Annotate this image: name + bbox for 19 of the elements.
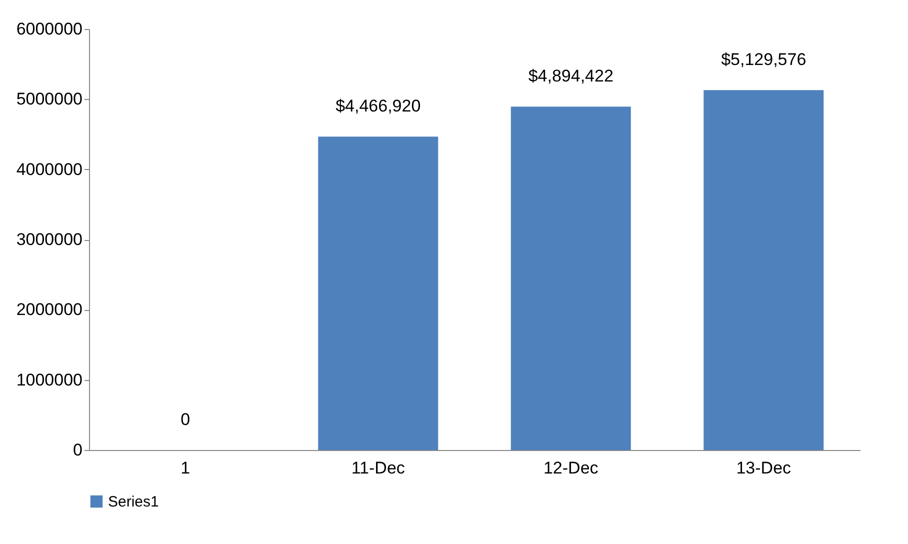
bar	[704, 90, 824, 450]
y-tick-label: 0	[73, 440, 82, 460]
x-tick-label: 11-Dec	[351, 458, 406, 478]
y-tick-label: 1000000	[16, 370, 82, 390]
y-tick-label: 5000000	[16, 90, 82, 109]
y-tick-label: 6000000	[16, 20, 82, 38]
x-tick-label: 12-Dec	[543, 458, 599, 478]
bar	[510, 106, 631, 450]
data-label: $4,466,920	[336, 96, 421, 116]
x-tick-label: 1	[180, 458, 190, 478]
legend-label: Series1	[108, 494, 159, 510]
y-tick-label: 3000000	[16, 230, 82, 249]
x-tick-label: 13-Dec	[736, 458, 792, 478]
data-label: $5,129,576	[721, 50, 806, 70]
y-tick-label: 4000000	[16, 160, 82, 179]
bar	[318, 136, 438, 450]
data-label: 0	[180, 410, 190, 429]
data-label: $4,894,422	[528, 66, 614, 86]
y-tick-label: 2000000	[16, 300, 82, 320]
